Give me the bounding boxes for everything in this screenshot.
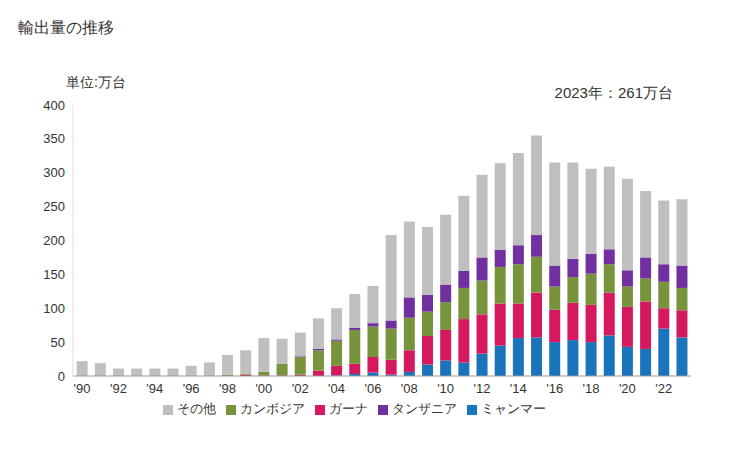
svg-text:'90: '90 <box>74 381 91 396</box>
html-text:ガーナ: ガーナ <box>329 401 368 416</box>
html-text:ミャンマー: ミャンマー <box>481 401 546 416</box>
svg-text:150: 150 <box>43 267 65 282</box>
html-text:単位:万台: 単位:万台 <box>66 74 126 90</box>
html-text:2023年：261万台: 2023年：261万台 <box>554 84 673 101</box>
svg-text:'92: '92 <box>110 381 127 396</box>
html-text:タンザニア: タンザニア <box>392 401 457 416</box>
svg-text:'98: '98 <box>219 381 236 396</box>
svg-text:400: 400 <box>43 98 65 113</box>
svg-text:'16: '16 <box>546 381 563 396</box>
svg-text:'94: '94 <box>146 381 163 396</box>
svg-text:'12: '12 <box>473 381 490 396</box>
html-text:カンボジア: カンボジア <box>240 401 305 416</box>
svg-text:'22: '22 <box>655 381 672 396</box>
svg-text:'10: '10 <box>437 381 454 396</box>
svg-text:'08: '08 <box>401 381 418 396</box>
svg-text:'06: '06 <box>364 381 381 396</box>
html-text:輸出量の推移: 輸出量の推移 <box>18 19 114 36</box>
svg-text:100: 100 <box>43 301 65 316</box>
svg-text:'18: '18 <box>583 381 600 396</box>
svg-text:'02: '02 <box>292 381 309 396</box>
svg-text:250: 250 <box>43 199 65 214</box>
svg-text:'96: '96 <box>183 381 200 396</box>
svg-text:300: 300 <box>43 165 65 180</box>
svg-text:0: 0 <box>58 369 65 384</box>
svg-text:50: 50 <box>51 335 65 350</box>
svg-text:'20: '20 <box>619 381 636 396</box>
svg-text:'14: '14 <box>510 381 527 396</box>
svg-text:'04: '04 <box>328 381 345 396</box>
svg-text:'00: '00 <box>255 381 272 396</box>
svg-text:350: 350 <box>43 131 65 146</box>
html-text:その他: その他 <box>177 401 216 416</box>
svg-text:200: 200 <box>43 233 65 248</box>
